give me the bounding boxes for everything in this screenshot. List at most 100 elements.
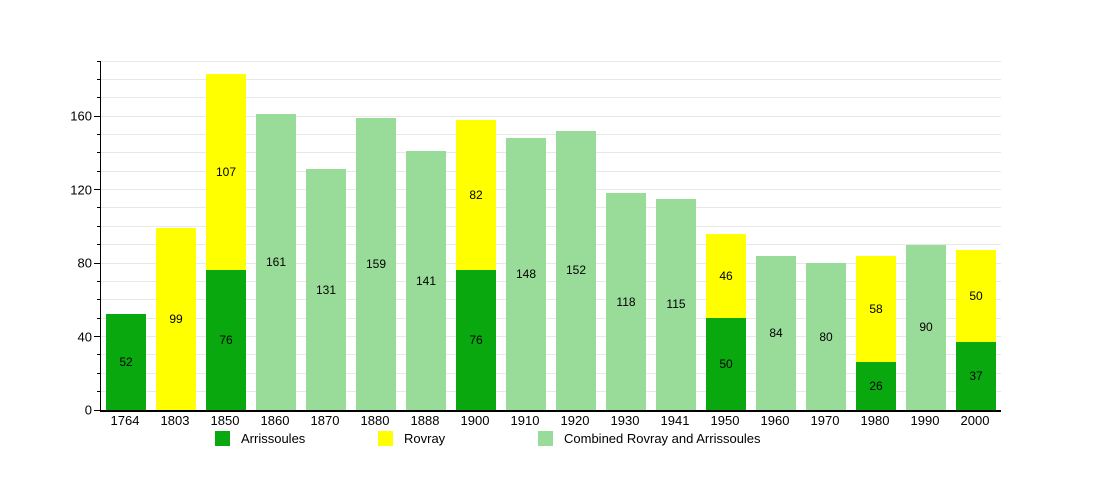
gridline — [101, 280, 1001, 282]
y-axis-minor-tick — [97, 317, 101, 319]
bar-segment-combined: 159 — [356, 117, 396, 410]
x-axis-tick-label: 1870 — [310, 413, 340, 428]
bar-segment-rovray: 46 — [706, 233, 746, 319]
bar-segment-arrissoules: 52 — [106, 314, 146, 410]
gridline — [101, 97, 1001, 99]
legend-label-rovray: Rovray — [404, 431, 446, 446]
bar-segment-arrissoules: 76 — [206, 270, 246, 410]
bar-segment-rovray: 99 — [156, 228, 196, 410]
y-axis-tick-label: 80 — [77, 255, 92, 271]
x-axis-tick-label: 1990 — [910, 413, 940, 428]
legend-swatch-rovray — [378, 431, 393, 446]
bar-value-label: 84 — [769, 325, 783, 340]
y-axis-tick-label: 160 — [70, 108, 92, 124]
bar-value-label: 50 — [719, 357, 733, 372]
gridline — [101, 133, 1001, 135]
bar-segment-arrissoules: 26 — [856, 362, 896, 410]
x-axis-tick-label: 1920 — [560, 413, 590, 428]
x-axis-tick-label: 1970 — [810, 413, 840, 428]
y-axis-minor-tick — [97, 97, 101, 99]
legend-swatch-combined — [538, 431, 553, 446]
bar-segment-rovray: 107 — [206, 73, 246, 271]
bar-value-label: 131 — [315, 282, 337, 297]
x-axis-tick-label: 1960 — [760, 413, 790, 428]
y-axis-major-tick — [94, 336, 101, 338]
gridline — [101, 60, 1001, 62]
y-axis-minor-tick — [97, 354, 101, 356]
legend-item-combined: Combined Rovray and Arrissoules — [538, 431, 761, 446]
gridline — [101, 152, 1001, 154]
x-axis-tick-label: 1980 — [860, 413, 890, 428]
y-axis-minor-tick — [97, 60, 101, 62]
y-axis-minor-tick — [97, 170, 101, 172]
y-axis-minor-tick — [97, 225, 101, 227]
y-axis-major-tick — [94, 409, 101, 411]
gridline — [101, 244, 1001, 246]
x-axis-tick-label: 1950 — [710, 413, 740, 428]
bar-segment-combined: 115 — [656, 198, 696, 410]
gridline — [101, 354, 1001, 356]
gridline — [101, 372, 1001, 374]
y-axis-minor-tick — [97, 391, 101, 393]
x-axis-tick-label: 1910 — [510, 413, 540, 428]
bar-segment-combined: 131 — [306, 169, 346, 410]
x-axis-labels: 1764 1803 1850 1860 1870 1880 1888 1900 1910 1920… — [100, 414, 1000, 430]
y-axis-tick-label: 120 — [70, 182, 92, 198]
bar-segment-rovray: 82 — [456, 119, 496, 271]
x-axis-tick-label: 1880 — [360, 413, 390, 428]
gridline — [101, 78, 1001, 80]
y-axis-minor-tick — [97, 152, 101, 154]
gridline — [101, 189, 1001, 191]
legend-item-arrissoules: Arrissoules — [215, 431, 305, 446]
bar-segment-arrissoules: 37 — [956, 342, 996, 410]
bar-value-label: 99 — [169, 312, 183, 327]
gridline — [101, 336, 1001, 338]
gridline — [101, 170, 1001, 172]
bar-value-label: 37 — [969, 369, 983, 384]
gridline — [101, 391, 1001, 393]
bar-segment-combined: 84 — [756, 255, 796, 410]
bar-segment-combined: 80 — [806, 263, 846, 410]
bar-segment-combined: 148 — [506, 138, 546, 410]
bar-value-label: 159 — [365, 256, 387, 271]
bar-value-label: 50 — [969, 289, 983, 304]
y-axis-minor-tick — [97, 280, 101, 282]
x-axis-tick-label: 1941 — [660, 413, 690, 428]
x-axis-tick-label: 1900 — [460, 413, 490, 428]
y-axis-minor-tick — [97, 299, 101, 301]
bar-segment-combined: 118 — [606, 193, 646, 410]
legend-item-rovray: Rovray — [378, 431, 445, 446]
x-axis-tick-label: 1850 — [210, 413, 240, 428]
bar-value-label: 58 — [869, 301, 883, 316]
gridline — [101, 207, 1001, 209]
bar-value-label: 76 — [469, 333, 483, 348]
bar-value-label: 141 — [415, 273, 437, 288]
x-axis-tick-label: 1888 — [410, 413, 440, 428]
bar-value-label: 76 — [219, 333, 233, 348]
gridline — [101, 225, 1001, 227]
bar-segment-arrissoules: 50 — [706, 318, 746, 410]
bar-segment-rovray: 58 — [856, 255, 896, 363]
bar-value-label: 148 — [515, 267, 537, 282]
bar-value-label: 118 — [616, 294, 636, 309]
x-axis-tick-label: 1803 — [160, 413, 190, 428]
gridline — [101, 317, 1001, 319]
bar-value-label: 115 — [666, 297, 686, 312]
bar-segment-combined: 141 — [406, 151, 446, 410]
bar-segment-combined: 161 — [256, 114, 296, 410]
bar-value-label: 26 — [869, 379, 883, 394]
bar-value-label: 80 — [819, 329, 833, 344]
bar-segment-rovray: 50 — [956, 250, 996, 343]
y-axis-tick-label: 40 — [77, 329, 92, 345]
x-axis-tick-label: 1930 — [610, 413, 640, 428]
x-axis-tick-label: 1860 — [260, 413, 290, 428]
bar-value-label: 107 — [215, 165, 237, 180]
gridline — [101, 115, 1001, 117]
x-axis-tick-label: 2000 — [960, 413, 990, 428]
y-axis-minor-tick — [97, 78, 101, 80]
y-axis-major-tick — [94, 115, 101, 117]
gridline — [101, 262, 1001, 264]
bar-segment-combined: 152 — [556, 130, 596, 410]
legend-label-arrissoules: Arrissoules — [241, 431, 306, 446]
